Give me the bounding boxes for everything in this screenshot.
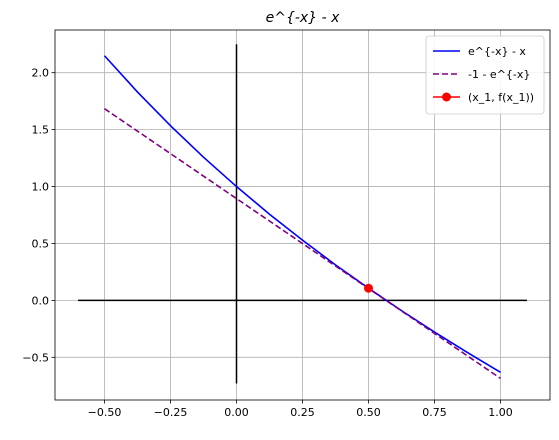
x-tick-label: 0.75	[422, 406, 447, 419]
legend-swatch-marker	[442, 92, 451, 102]
x-axis: −0.50 −0.25 0.00 0.25 0.50 0.75 1.00	[88, 400, 513, 419]
legend-label: e^{-x} - x	[468, 45, 526, 58]
point-marker	[364, 283, 373, 293]
chart-title: e^{-x} - x	[266, 10, 340, 26]
reference-lines	[78, 44, 527, 384]
legend-label: (x_1, f(x_1))	[468, 91, 534, 104]
series-layer	[103, 55, 501, 380]
y-tick-label: 0.0	[32, 294, 50, 307]
y-tick-label: 0.5	[32, 237, 50, 250]
y-tick-label: 1.0	[32, 181, 50, 194]
legend-label: -1 - e^{-x}	[468, 68, 530, 81]
tangent-line-series	[104, 108, 501, 380]
x-tick-label: 0.00	[224, 406, 249, 419]
chart-title-text: e^{-x} - x	[266, 10, 340, 26]
y-tick-label: 2.0	[32, 67, 50, 80]
x-tick-label: 1.00	[488, 406, 513, 419]
y-axis: −0.5 0.0 0.5 1.0 1.5 2.0	[22, 67, 55, 364]
legend: e^{-x} - x -1 - e^{-x} (x_1, f(x_1))	[425, 35, 545, 115]
y-tick-label: 1.5	[32, 124, 50, 137]
x-tick-label: −0.50	[88, 406, 122, 419]
legend-box	[425, 35, 545, 115]
x-tick-label: 0.25	[290, 406, 315, 419]
function-curve-series	[103, 55, 501, 374]
x-tick-label: 0.50	[356, 406, 381, 419]
x-tick-label: −0.25	[154, 406, 188, 419]
y-tick-label: −0.5	[22, 351, 49, 364]
